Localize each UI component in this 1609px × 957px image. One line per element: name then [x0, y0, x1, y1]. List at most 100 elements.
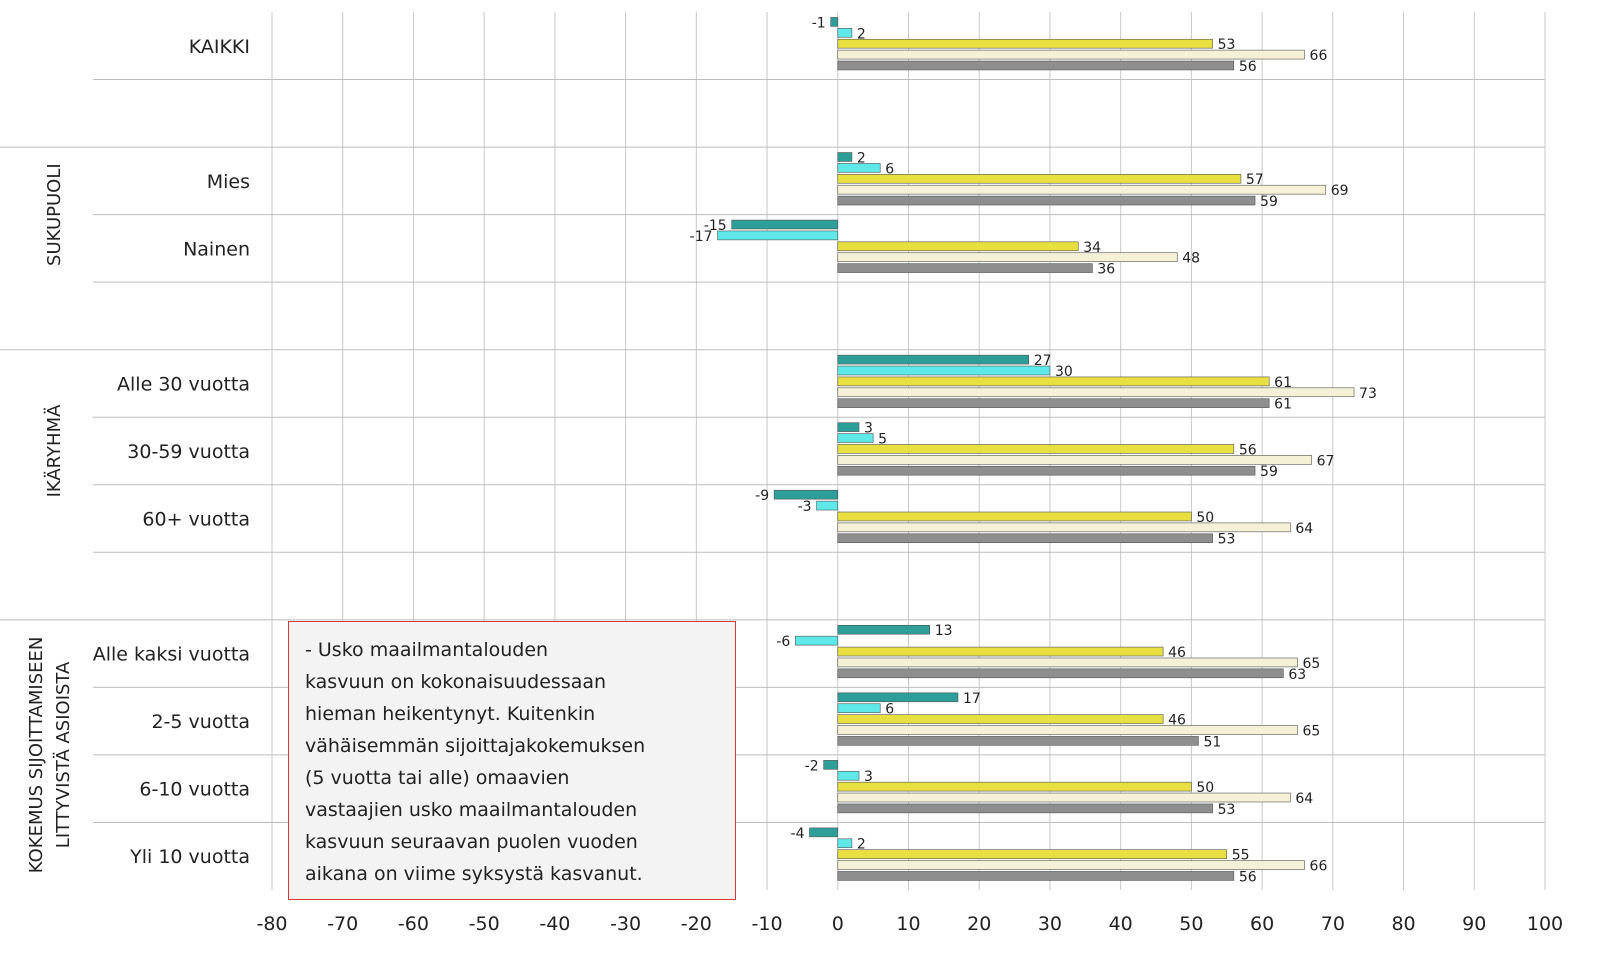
data-label: -17 — [690, 229, 713, 245]
data-label: -3 — [798, 499, 812, 515]
bar — [837, 511, 1192, 522]
bar — [823, 760, 839, 770]
bar — [837, 28, 853, 38]
data-label: 59 — [1260, 194, 1278, 210]
category-label: Yli 10 vuotta — [129, 846, 250, 868]
bar — [837, 376, 1270, 387]
category-label: 60+ vuotta — [142, 509, 250, 531]
x-tick-label: 0 — [832, 913, 844, 935]
bar — [837, 792, 1291, 803]
category-label: Alle 30 vuotta — [117, 373, 250, 395]
data-label: 65 — [1302, 656, 1320, 672]
data-label: -1 — [812, 15, 826, 31]
data-label: 66 — [1310, 859, 1328, 875]
bar — [816, 500, 839, 511]
bar — [837, 263, 1093, 273]
bar — [837, 38, 1213, 49]
data-label: -15 — [704, 218, 727, 234]
data-label: 56 — [1239, 869, 1257, 885]
data-label: 2 — [857, 837, 866, 853]
data-label: 61 — [1274, 397, 1292, 413]
data-label: 2 — [857, 26, 866, 42]
bar — [830, 17, 839, 27]
category-label: 30-59 vuotta — [127, 441, 250, 463]
group-label: LITTYVISTÄ ASIOISTA — [53, 661, 74, 848]
data-label: -9 — [755, 488, 769, 504]
data-label: 46 — [1168, 713, 1186, 729]
x-tick-label: -30 — [610, 913, 641, 935]
data-label: 61 — [1274, 375, 1292, 391]
data-label: 3 — [864, 421, 873, 437]
bar — [809, 827, 839, 838]
data-label: 53 — [1218, 532, 1236, 548]
x-tick-label: 10 — [896, 913, 920, 935]
bar — [837, 714, 1164, 724]
data-label: 2 — [857, 150, 866, 166]
data-label: 3 — [864, 769, 873, 785]
category-label: Mies — [207, 171, 250, 193]
data-label: 30 — [1055, 364, 1073, 380]
x-tick-label: 30 — [1038, 913, 1062, 935]
bar — [795, 635, 839, 646]
bar — [837, 60, 1235, 71]
x-tick-label: 70 — [1321, 913, 1345, 935]
data-label: 67 — [1317, 453, 1335, 469]
data-label: 65 — [1302, 723, 1320, 739]
data-label: 53 — [1218, 802, 1236, 818]
bar — [837, 646, 1164, 657]
bar — [837, 465, 1256, 476]
bar — [837, 49, 1305, 60]
group-label: IKÄRYHMÄ — [44, 404, 65, 498]
bar — [837, 433, 874, 443]
bar — [773, 489, 839, 500]
data-label: 50 — [1196, 780, 1214, 796]
data-label: 63 — [1288, 667, 1306, 683]
bar — [837, 444, 1235, 454]
x-tick-label: -20 — [681, 913, 712, 935]
bar — [837, 422, 860, 432]
bar — [837, 252, 1178, 262]
data-label: -6 — [776, 634, 790, 650]
x-tick-label: -10 — [752, 913, 783, 935]
data-label: -4 — [791, 826, 805, 842]
bar — [837, 455, 1312, 465]
bar — [717, 230, 839, 241]
bar — [837, 703, 881, 713]
category-label: 6-10 vuotta — [139, 779, 250, 801]
data-label: 13 — [935, 623, 953, 639]
data-label: 55 — [1232, 848, 1250, 864]
data-label: 56 — [1239, 59, 1257, 75]
bar — [837, 174, 1242, 184]
data-label: 17 — [963, 691, 981, 707]
bar — [837, 657, 1298, 668]
annotation-box: - Usko maailmantalouden kasvuun on kokon… — [288, 621, 736, 900]
bar — [837, 184, 1327, 195]
x-tick-label: -70 — [327, 913, 358, 935]
bar — [837, 522, 1291, 533]
bar — [837, 387, 1355, 398]
category-label: 2-5 vuotta — [151, 711, 250, 733]
x-tick-label: 80 — [1391, 913, 1415, 935]
data-label: 66 — [1310, 48, 1328, 64]
x-tick-label: 90 — [1462, 913, 1486, 935]
data-label: -2 — [805, 758, 819, 774]
bar — [837, 365, 1051, 376]
data-label: 5 — [878, 432, 887, 448]
x-tick-label: 50 — [1179, 913, 1203, 935]
bar — [837, 736, 1199, 746]
bar — [837, 241, 1079, 252]
bar — [837, 533, 1213, 544]
bar — [837, 624, 931, 635]
data-label: 27 — [1034, 353, 1052, 369]
bar — [837, 838, 853, 849]
x-tick-label: 40 — [1109, 913, 1133, 935]
data-label: 69 — [1331, 183, 1349, 199]
bar — [837, 163, 881, 173]
x-tick-label: 60 — [1250, 913, 1274, 935]
data-label: 73 — [1359, 386, 1377, 402]
data-label: 36 — [1097, 262, 1115, 278]
bar — [837, 195, 1256, 206]
bar — [837, 849, 1228, 859]
data-label: 6 — [885, 702, 894, 718]
